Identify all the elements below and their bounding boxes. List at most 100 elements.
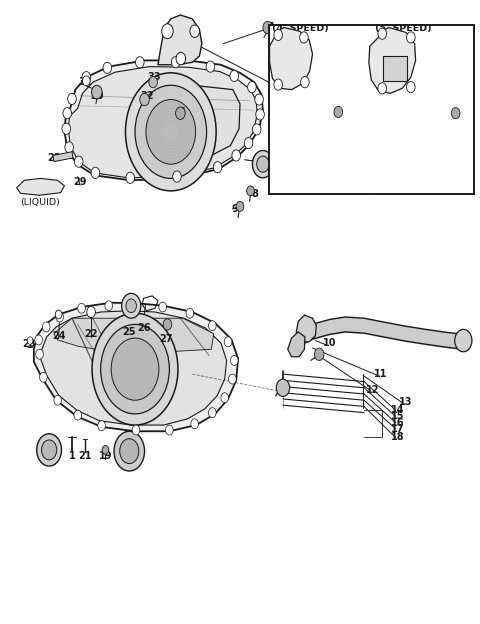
Polygon shape [288, 332, 305, 357]
Circle shape [42, 322, 50, 332]
Bar [269, 25, 474, 194]
Circle shape [83, 76, 90, 86]
Circle shape [190, 25, 199, 37]
Text: (LIQUID): (LIQUID) [21, 198, 60, 207]
Polygon shape [53, 152, 73, 162]
Circle shape [54, 395, 61, 405]
Polygon shape [40, 311, 227, 425]
Circle shape [56, 312, 63, 322]
Circle shape [407, 82, 415, 93]
Circle shape [78, 303, 85, 313]
Circle shape [103, 62, 112, 74]
Polygon shape [34, 303, 238, 431]
Circle shape [87, 306, 96, 318]
Circle shape [82, 72, 91, 83]
Circle shape [191, 419, 199, 429]
Circle shape [39, 373, 47, 382]
Text: 29: 29 [73, 177, 87, 187]
Circle shape [276, 379, 289, 396]
Circle shape [274, 79, 282, 90]
Circle shape [176, 52, 186, 65]
Circle shape [407, 32, 415, 43]
Text: 15: 15 [391, 411, 404, 421]
Circle shape [55, 310, 62, 319]
Circle shape [120, 439, 139, 464]
Circle shape [230, 71, 239, 82]
Circle shape [140, 94, 149, 105]
Text: 25: 25 [122, 327, 136, 337]
Text: 11: 11 [374, 369, 387, 379]
Circle shape [36, 434, 61, 466]
Circle shape [126, 299, 136, 313]
Text: 18: 18 [391, 432, 404, 442]
Circle shape [208, 407, 216, 417]
Circle shape [252, 124, 261, 135]
Circle shape [98, 421, 106, 431]
Polygon shape [17, 178, 64, 195]
Text: 7: 7 [266, 161, 273, 171]
Circle shape [65, 142, 73, 153]
Circle shape [62, 123, 71, 134]
Text: 6: 6 [179, 107, 185, 117]
Circle shape [274, 29, 282, 41]
Polygon shape [270, 27, 312, 90]
Text: (5  SPEED): (5 SPEED) [374, 24, 431, 33]
Circle shape [135, 85, 206, 178]
Circle shape [132, 425, 140, 435]
Circle shape [247, 186, 254, 196]
Text: 13: 13 [399, 397, 413, 407]
Circle shape [244, 137, 253, 149]
Circle shape [455, 329, 472, 352]
Circle shape [378, 28, 386, 39]
Circle shape [228, 374, 236, 384]
Circle shape [230, 356, 238, 366]
Polygon shape [68, 67, 257, 178]
Text: 5: 5 [289, 60, 296, 70]
Circle shape [186, 308, 194, 318]
Circle shape [224, 337, 232, 347]
Circle shape [176, 107, 185, 119]
Text: 27: 27 [159, 334, 173, 344]
Circle shape [162, 24, 173, 39]
Circle shape [314, 348, 324, 361]
Circle shape [263, 21, 273, 34]
Circle shape [159, 302, 167, 312]
Circle shape [248, 82, 256, 93]
Polygon shape [158, 15, 202, 65]
Circle shape [74, 410, 82, 420]
Circle shape [206, 61, 215, 72]
Circle shape [125, 73, 216, 191]
Text: 16: 16 [391, 417, 404, 427]
Circle shape [35, 335, 42, 345]
Circle shape [92, 85, 102, 99]
Text: 32: 32 [140, 91, 154, 101]
Text: 33: 33 [147, 72, 161, 82]
Text: 29: 29 [22, 186, 36, 196]
Text: 24: 24 [52, 331, 65, 341]
Text: 31: 31 [78, 77, 92, 87]
Circle shape [68, 94, 76, 104]
Text: 10: 10 [323, 338, 336, 348]
Circle shape [257, 156, 269, 172]
Circle shape [121, 293, 141, 318]
Circle shape [300, 77, 309, 88]
Circle shape [213, 162, 222, 173]
Circle shape [135, 57, 144, 68]
Text: 1: 1 [69, 451, 75, 461]
Circle shape [131, 300, 139, 310]
Circle shape [300, 32, 308, 43]
Circle shape [41, 440, 57, 460]
Circle shape [27, 337, 33, 344]
Text: 9: 9 [232, 205, 239, 215]
Text: 8: 8 [251, 189, 258, 199]
Text: 1: 1 [396, 60, 403, 70]
Polygon shape [369, 27, 416, 94]
Circle shape [74, 156, 83, 167]
Circle shape [378, 83, 386, 94]
Text: 2: 2 [332, 109, 339, 119]
Text: 21: 21 [78, 451, 92, 461]
Text: 19: 19 [99, 451, 112, 461]
Circle shape [173, 171, 181, 182]
Circle shape [105, 301, 113, 311]
Circle shape [111, 338, 159, 400]
